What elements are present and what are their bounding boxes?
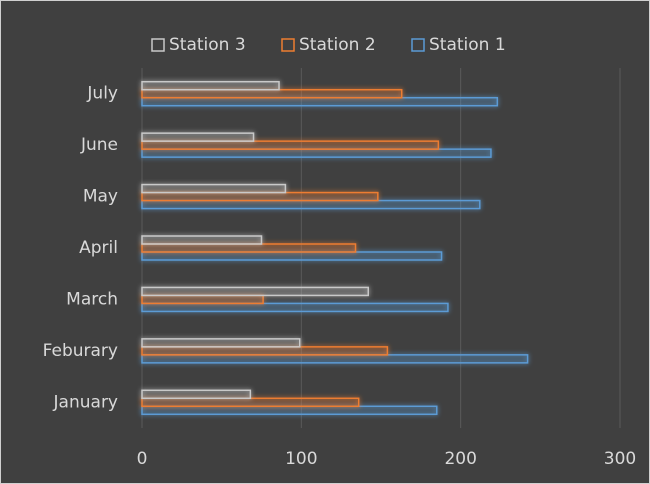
- x-tick-label: 100: [285, 449, 317, 469]
- x-tick-label: 0: [137, 449, 148, 469]
- bar: [141, 405, 438, 416]
- y-tick-label: April: [79, 238, 118, 258]
- legend-swatch: [411, 38, 425, 52]
- bar: [141, 88, 403, 99]
- bar: [141, 148, 492, 158]
- bar: [141, 286, 370, 297]
- bar: [141, 338, 301, 348]
- y-tick-label: January: [53, 392, 118, 412]
- legend-label: Station 2: [299, 35, 376, 55]
- x-tick-label: 300: [604, 449, 636, 469]
- bar: [141, 140, 440, 150]
- bar: [141, 294, 264, 305]
- bar: [141, 191, 379, 202]
- bar: [141, 397, 360, 408]
- x-tick-label: 200: [444, 449, 476, 469]
- legend-label: Station 3: [169, 35, 246, 55]
- y-tick-label: May: [83, 187, 118, 207]
- bar: [141, 80, 280, 91]
- y-tick-label: Feburary: [43, 341, 118, 361]
- bar: [141, 235, 263, 245]
- y-tick-label: March: [66, 289, 118, 309]
- y-tick-label: July: [86, 84, 118, 104]
- bar: [141, 389, 252, 400]
- legend-swatch: [281, 38, 295, 52]
- bar: [141, 346, 389, 356]
- bar: [141, 354, 529, 364]
- y-tick-label: June: [80, 135, 118, 155]
- bar: [141, 96, 499, 107]
- legend-label: Station 1: [429, 35, 506, 55]
- bar: [141, 132, 255, 142]
- bar: [141, 243, 357, 253]
- legend-swatch: [151, 38, 165, 52]
- bar: [141, 302, 449, 313]
- bar: [141, 183, 287, 194]
- bar: [141, 251, 443, 261]
- bar: [141, 199, 481, 210]
